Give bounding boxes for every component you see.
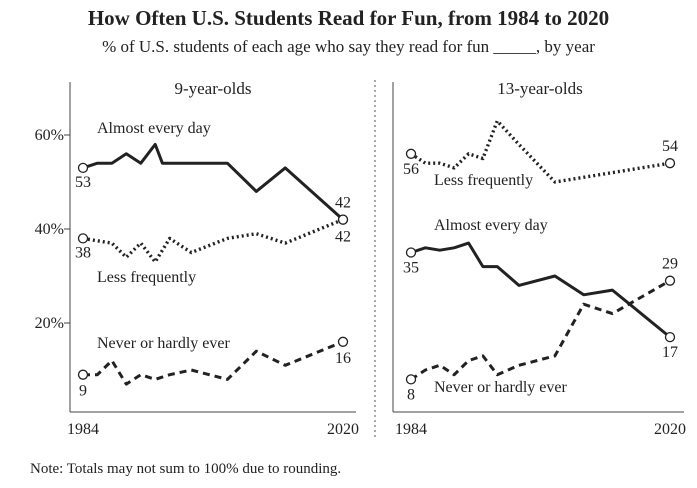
start-marker-9yo-almost-every-day [77, 162, 89, 174]
chart-subtitle: % of U.S. students of each age who say t… [102, 37, 595, 56]
start-value-label-13yo-less-frequently: 56 [403, 161, 419, 178]
start-marker-9yo-never-or-hardly-ever [77, 369, 89, 380]
start-value-label-13yo-almost-every-day: 35 [403, 260, 419, 277]
series-label-13yo-almost-every-day: Almost every day [434, 217, 548, 234]
series-label-9yo-never: Never or hardly ever [97, 335, 230, 352]
end-marker-13yo-almost-every-day [664, 331, 676, 343]
end-value-label-9yo-never-or-hardly-ever: 16 [335, 350, 351, 367]
end-value-label-13yo-almost-every-day: 17 [662, 344, 678, 361]
end-value-label-9yo-less-frequently: 42 [335, 229, 351, 246]
start-marker-13yo-less-frequently [405, 148, 417, 159]
series-label-9yo-less-frequently: Less frequently [97, 269, 196, 286]
start-value-label-9yo-never-or-hardly-ever: 9 [79, 383, 87, 400]
footnote: Note: Totals may not sum to 100% due to … [30, 461, 342, 477]
series-line-9yo-less-frequently [82, 218, 344, 264]
x-tick-label-1984-9yo: 1984 [67, 421, 99, 438]
end-marker-9yo-never-or-hardly-ever [337, 336, 349, 347]
panel-title-9yo: 9-year-olds [174, 79, 251, 98]
series-label-13yo-never: Never or hardly ever [434, 379, 567, 396]
end-value-label-9yo-almost-every-day: 42 [335, 195, 351, 212]
start-value-label-13yo-never-or-hardly-ever: 8 [407, 386, 415, 403]
x-tick-label-2020-9yo: 2020 [327, 421, 359, 438]
series-label-13yo-less-frequently: Less frequently [434, 172, 533, 189]
chart-title: How Often U.S. Students Read for Fun, fr… [87, 6, 610, 30]
end-marker-9yo-less-frequently [337, 214, 349, 225]
end-marker-13yo-never-or-hardly-ever [664, 275, 676, 286]
end-marker-13yo-less-frequently [664, 158, 676, 169]
series-label-9yo-almost-every-day: Almost every day [97, 120, 211, 137]
start-value-label-9yo-less-frequently: 38 [75, 244, 91, 261]
y-tick-label-60: 60% [35, 127, 64, 144]
start-value-label-9yo-almost-every-day: 53 [75, 174, 91, 191]
series-line-9yo-almost-every-day [82, 142, 345, 221]
end-value-label-13yo-less-frequently: 54 [662, 138, 678, 155]
y-tick-label-40: 40% [35, 221, 64, 238]
series-line-9yo-never-or-hardly-ever [83, 340, 344, 386]
start-marker-13yo-never-or-hardly-ever [405, 374, 417, 385]
start-marker-13yo-almost-every-day [405, 247, 417, 258]
end-value-label-13yo-never-or-hardly-ever: 29 [662, 256, 678, 273]
series-line-13yo-less-frequently [410, 119, 671, 184]
x-tick-label-1984-13yo: 1984 [395, 421, 427, 438]
y-tick-label-20: 20% [35, 315, 64, 332]
plot-lines: 53 42 38 42 9 16 56 54 35 17 8 29 [75, 119, 678, 403]
x-tick-label-2020-13yo: 2020 [654, 421, 686, 438]
start-marker-9yo-less-frequently [77, 233, 89, 244]
series-line-13yo-almost-every-day [410, 241, 671, 339]
panel-title-13yo: 13-year-olds [497, 79, 583, 98]
series-line-13yo-never-or-hardly-ever [410, 279, 671, 381]
